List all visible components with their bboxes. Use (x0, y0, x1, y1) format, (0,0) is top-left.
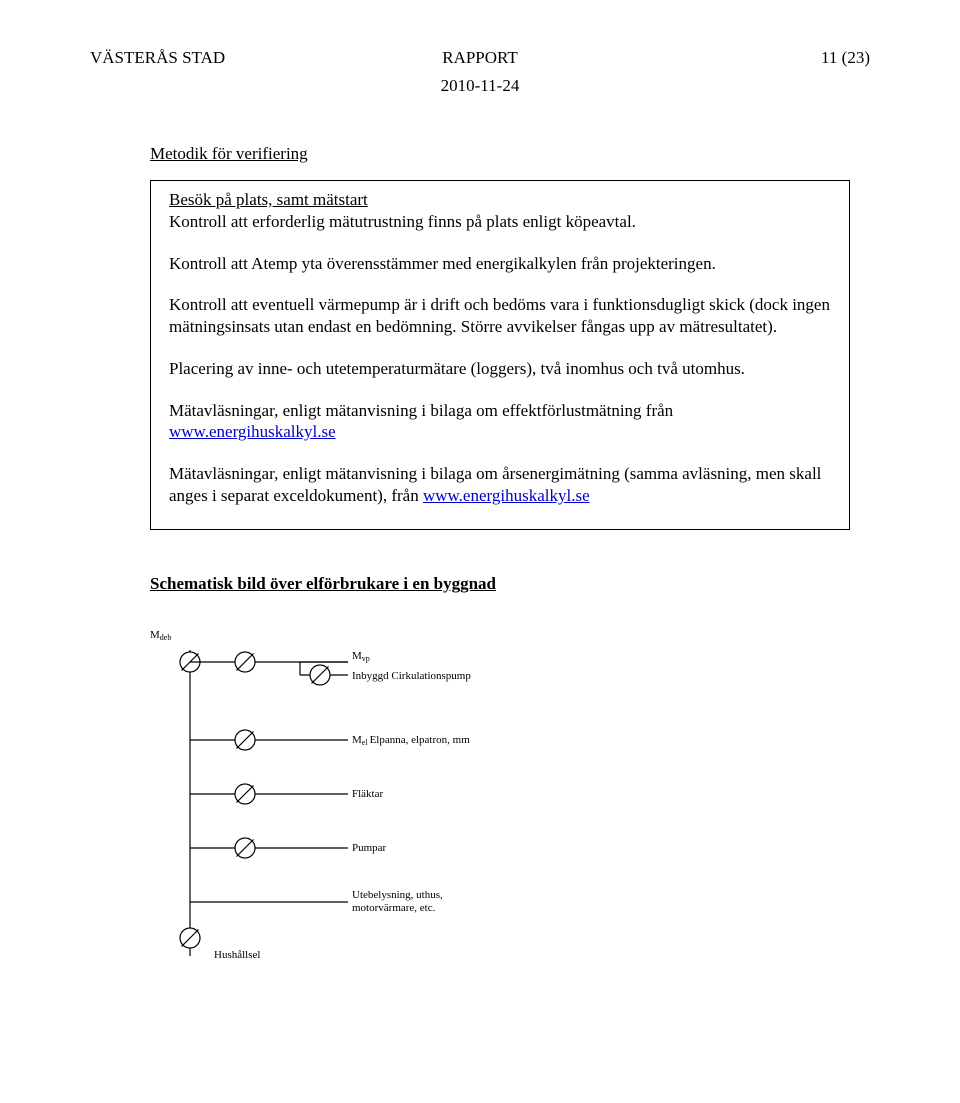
svg-text:Mel Elpanna, elpatron, mm: Mel Elpanna, elpatron, mm (352, 734, 470, 747)
svg-text:Inbyggd Cirkulationspump: Inbyggd Cirkulationspump (352, 670, 471, 682)
header-page: 11 (23) (610, 48, 870, 68)
header-date: 2010-11-24 (90, 76, 870, 96)
link-energihuskalkyl[interactable]: www.energihuskalkyl.se (169, 422, 336, 441)
box-paragraph: Kontroll att eventuell värmepump är i dr… (169, 294, 831, 338)
svg-text:motorvärmare, etc.: motorvärmare, etc. (352, 902, 436, 914)
box-paragraph: Kontroll att erforderlig mätutrustning f… (169, 211, 831, 233)
methodology-box: Besök på plats, samt mätstart Kontroll a… (150, 180, 850, 530)
schematic-title: Schematisk bild över elförbrukare i en b… (150, 574, 870, 594)
box-text: Mätavläsningar, enligt mätanvisning i bi… (169, 401, 673, 420)
diagram-svg: Mdeb Mvp Inbyggd Cirkulationspump Mel Elpan… (150, 622, 710, 972)
box-paragraph: Placering av inne- och utetemperaturmäta… (169, 358, 831, 380)
svg-text:Pumpar: Pumpar (352, 842, 387, 854)
header-title: RAPPORT (350, 48, 610, 68)
box-subtitle: Besök på plats, samt mätstart (169, 189, 831, 211)
electrical-diagram: Mdeb Mvp Inbyggd Cirkulationspump Mel Elpan… (150, 622, 870, 977)
link-energihuskalkyl[interactable]: www.energihuskalkyl.se (423, 486, 590, 505)
svg-text:Mdeb: Mdeb (150, 629, 171, 642)
svg-text:Hushållsel: Hushållsel (214, 949, 260, 961)
svg-text:Mvp: Mvp (352, 650, 370, 663)
page-header: VÄSTERÅS STAD RAPPORT 11 (23) (90, 48, 870, 68)
section-title: Metodik för verifiering (150, 144, 870, 164)
box-paragraph: Mätavläsningar, enligt mätanvisning i bi… (169, 400, 831, 444)
box-paragraph: Mätavläsningar, enligt mätanvisning i bi… (169, 463, 831, 507)
svg-text:Utebelysning, uthus,: Utebelysning, uthus, (352, 889, 443, 901)
box-paragraph: Kontroll att Atemp yta överensstämmer me… (169, 253, 831, 275)
svg-text:Fläktar: Fläktar (352, 788, 383, 800)
header-org: VÄSTERÅS STAD (90, 48, 350, 68)
